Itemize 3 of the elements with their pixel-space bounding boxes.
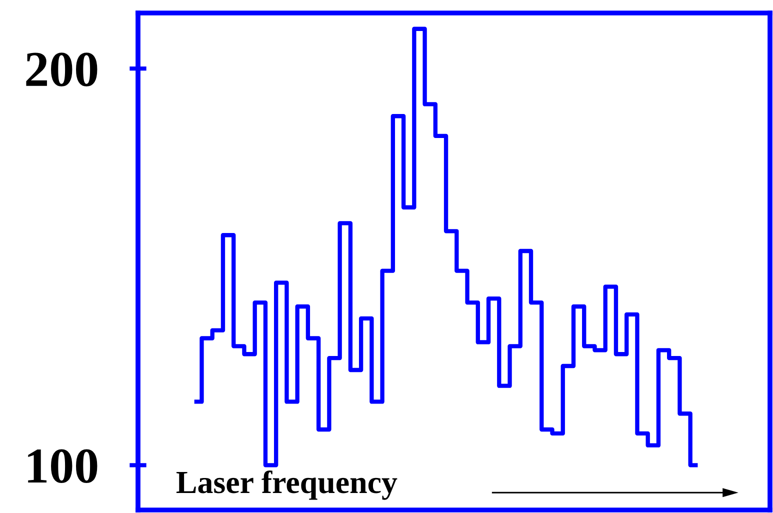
annotation: Laser frequency: [176, 470, 398, 500]
y-tick-label: 100: [28, 449, 98, 484]
y-tick-label: 200: [26, 52, 98, 86]
